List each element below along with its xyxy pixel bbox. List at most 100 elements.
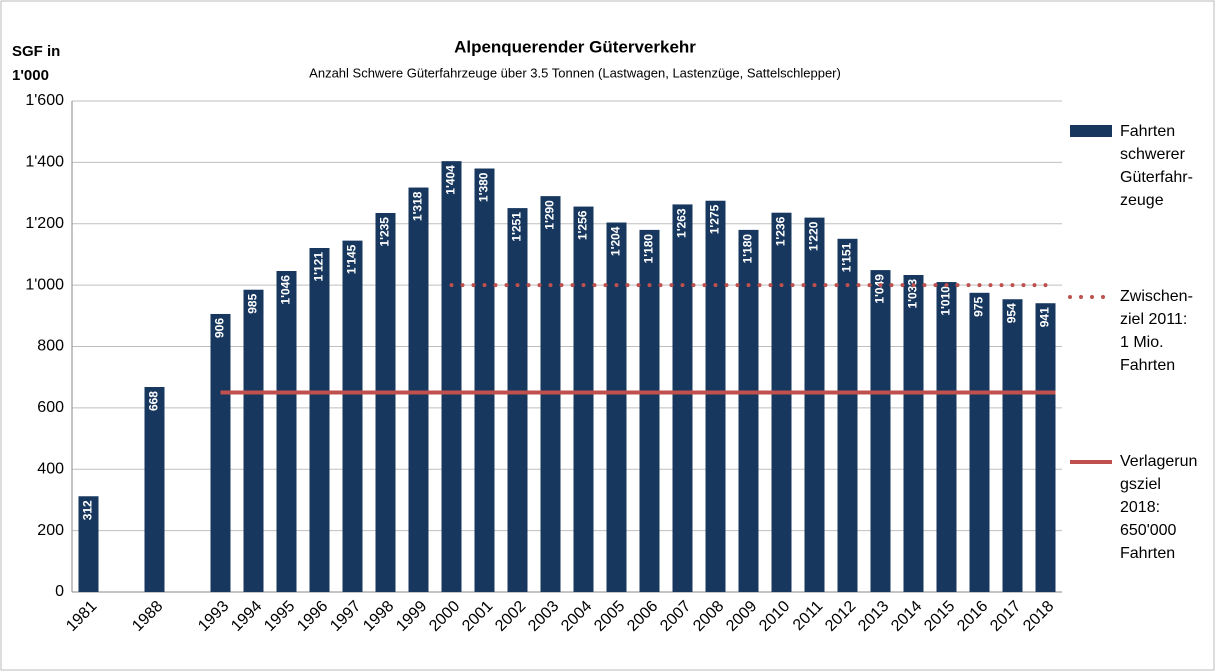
x-tick-label: 2009 (723, 598, 760, 635)
bar (672, 204, 693, 592)
x-tick-label: 1999 (393, 598, 430, 635)
y-tick-label: 200 (37, 522, 64, 539)
bar (507, 208, 528, 593)
value-label: 1'236 (774, 216, 788, 246)
bar (804, 217, 825, 593)
x-tick-label: 2014 (888, 598, 925, 635)
value-label: 1'275 (708, 204, 722, 234)
x-tick-label: 1998 (360, 598, 397, 635)
value-label: 1'180 (741, 234, 755, 264)
legend-label: Fahrten schwerer Güterfahr-zeuge (1120, 123, 1193, 209)
x-tick-label: 2018 (1020, 598, 1057, 635)
x-tick-label: 2010 (756, 598, 793, 635)
bar (1035, 303, 1056, 592)
x-tick-label: 2011 (790, 598, 826, 634)
bar (309, 247, 330, 593)
bar (441, 161, 462, 592)
legend-swatch (1070, 125, 1112, 137)
value-label: 312 (81, 500, 95, 520)
bar (903, 274, 924, 592)
x-tick-label: 1994 (228, 598, 265, 635)
bar (144, 387, 165, 592)
value-label: 1'204 (609, 226, 623, 256)
value-label: 668 (147, 391, 161, 411)
bar (606, 222, 627, 592)
value-label: 1'121 (312, 252, 326, 282)
bar (78, 496, 99, 592)
value-label: 954 (1005, 303, 1019, 323)
bar (738, 229, 759, 592)
value-label: 1'151 (840, 242, 854, 272)
bar (837, 238, 858, 593)
x-tick-label: 2000 (426, 598, 463, 635)
y-tick-label: 1'400 (25, 154, 64, 171)
value-label: 1'404 (444, 165, 458, 195)
x-tick-label: 1993 (195, 598, 232, 635)
x-tick-label: 1996 (294, 598, 331, 635)
x-tick-label: 2001 (459, 598, 496, 635)
value-label: 1'049 (873, 274, 887, 304)
value-label: 1'235 (378, 217, 392, 247)
value-label: 1'220 (807, 221, 821, 251)
value-label: 1'180 (642, 234, 656, 264)
bar (342, 240, 363, 593)
value-label: 1'263 (675, 208, 689, 238)
y-axis-label: SGF in 1'000 (12, 43, 61, 84)
x-tick-label: 2013 (855, 598, 892, 635)
x-tick-label: 2003 (525, 598, 562, 635)
value-label: 1'380 (477, 172, 491, 202)
value-label: 1'318 (411, 191, 425, 221)
x-tick-label: 2002 (492, 598, 529, 635)
y-tick-label: 800 (37, 338, 64, 355)
bar (969, 292, 990, 592)
value-label: 1'046 (279, 275, 293, 305)
value-label: 1'010 (939, 286, 953, 316)
bar (408, 187, 429, 592)
bar (210, 313, 231, 592)
x-tick-label: 1997 (327, 598, 364, 635)
bar (474, 168, 495, 592)
x-tick-label: 1995 (261, 598, 298, 635)
value-label: 906 (213, 318, 227, 338)
y-tick-label: 600 (37, 399, 64, 416)
value-label: 985 (246, 293, 260, 313)
x-tick-label: 2012 (822, 598, 859, 635)
x-tick-label: 1988 (129, 598, 166, 635)
bar (639, 229, 660, 592)
bar (276, 271, 297, 592)
value-label: 1'290 (543, 200, 557, 230)
y-tick-label: 1'000 (25, 276, 64, 293)
bar (705, 200, 726, 592)
y-tick-label: 1'600 (25, 92, 64, 109)
x-tick-label: 1981 (63, 598, 100, 635)
legend-label: Zwischen-ziel 2011: 1 Mio. Fahrten (1120, 288, 1193, 374)
x-tick-label: 2016 (954, 598, 991, 635)
chart-subtitle: Anzahl Schwere Güterfahrzeuge über 3.5 T… (309, 65, 841, 80)
value-label: 941 (1038, 307, 1052, 327)
bar (771, 212, 792, 592)
bar (243, 289, 264, 592)
value-label: 1'256 (576, 210, 590, 240)
bar (375, 213, 396, 592)
bar (870, 270, 891, 592)
value-label: 1'033 (906, 279, 920, 309)
bar (573, 206, 594, 592)
chart-title: Alpenquerender Güterverkehr (454, 37, 696, 56)
x-tick-label: 2006 (624, 598, 661, 635)
y-tick-label: 0 (55, 583, 64, 600)
x-tick-label: 2017 (987, 598, 1024, 635)
x-tick-label: 2015 (921, 598, 958, 635)
x-tick-label: 2007 (657, 598, 694, 635)
legend-label: Verlagerungsziel 2018: 650'000 Fahrten (1120, 453, 1198, 562)
value-label: 1'145 (345, 244, 359, 274)
value-label: 975 (972, 296, 986, 316)
bar (936, 282, 957, 592)
y-tick-label: 1'200 (25, 215, 64, 232)
x-tick-label: 2008 (690, 598, 727, 635)
value-label: 1'251 (510, 212, 524, 242)
bar (1002, 299, 1023, 592)
x-tick-label: 2005 (591, 598, 628, 635)
